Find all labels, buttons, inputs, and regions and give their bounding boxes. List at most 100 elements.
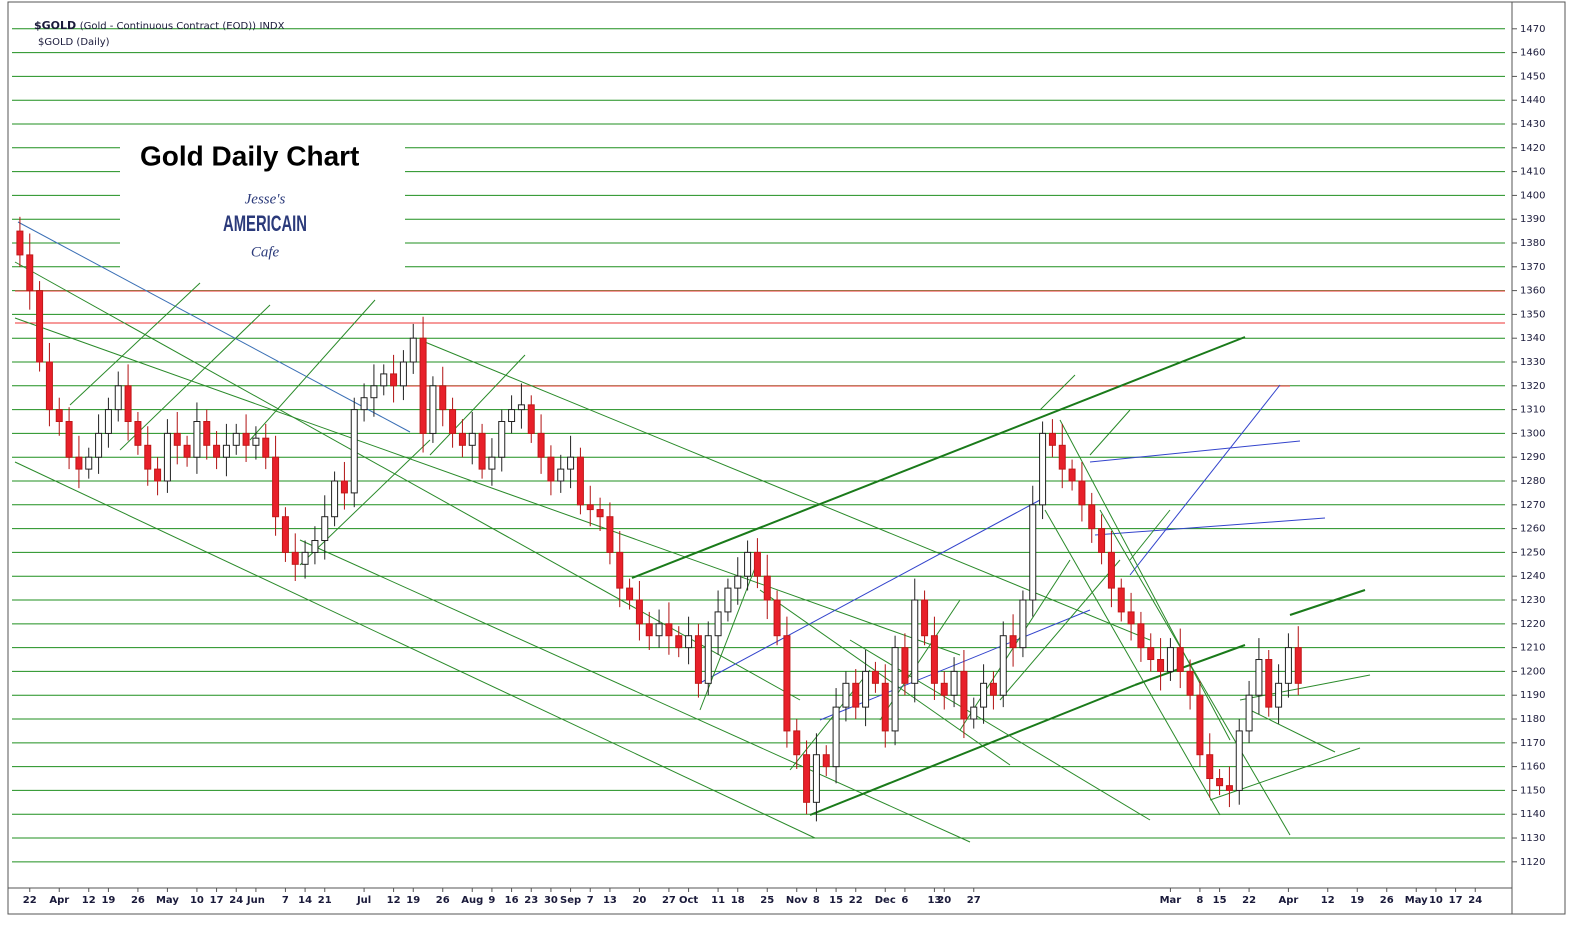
x-tick-label: 17	[1449, 895, 1463, 906]
x-tick-label: 26	[1380, 895, 1394, 906]
candle-body	[1166, 647, 1174, 672]
candle-body	[763, 575, 771, 601]
candle-body	[527, 404, 535, 434]
candle-body	[911, 599, 919, 684]
candle-body	[1196, 694, 1204, 756]
candle-body	[557, 468, 565, 482]
candle-body	[783, 635, 791, 732]
candle-body	[458, 432, 466, 446]
candle-body	[301, 551, 309, 565]
candle-body	[419, 337, 427, 434]
y-tick-label: 1180	[1520, 714, 1545, 725]
y-tick-label: 1130	[1520, 833, 1545, 844]
y-tick-label: 1280	[1520, 476, 1545, 487]
candle-body	[626, 587, 634, 601]
candle-body	[222, 444, 230, 458]
candle-body	[478, 432, 486, 470]
candle-body	[1088, 504, 1096, 530]
candle-body	[852, 682, 860, 708]
x-tick-label: 27	[662, 895, 676, 906]
candle-body	[360, 397, 368, 411]
x-tick-label: Apr	[1278, 895, 1298, 906]
x-tick-label: 8	[813, 895, 820, 906]
candle-body	[1186, 670, 1194, 696]
candle-body	[242, 432, 250, 446]
candle-body	[65, 421, 73, 458]
candle-body	[449, 409, 457, 434]
candle-body	[891, 647, 899, 732]
candle-body	[694, 635, 702, 684]
y-tick-label: 1410	[1520, 167, 1545, 178]
candle-body	[832, 706, 840, 768]
candle-body	[1098, 528, 1106, 553]
candle-body	[517, 404, 525, 411]
x-tick-label: 8	[1196, 895, 1203, 906]
candle-body	[1157, 659, 1165, 672]
candle-body	[989, 682, 997, 696]
candle-body	[1265, 659, 1273, 708]
candle-body	[429, 385, 437, 434]
candle-body	[114, 385, 122, 411]
x-tick-label: 26	[131, 895, 145, 906]
candle-body	[1127, 611, 1135, 625]
y-tick-label: 1240	[1520, 571, 1545, 582]
x-tick-label: 27	[967, 895, 981, 906]
x-tick-label: May	[156, 895, 179, 906]
x-tick-label: Sep	[560, 895, 581, 906]
y-tick-label: 1320	[1520, 381, 1545, 392]
candle-body	[1255, 659, 1263, 696]
y-tick-label: 1360	[1520, 286, 1545, 297]
candle-body	[281, 516, 289, 553]
y-tick-label: 1150	[1520, 785, 1545, 796]
candle-body	[1206, 754, 1214, 780]
x-tick-label: 30	[544, 895, 558, 906]
x-tick-label: 12	[387, 895, 401, 906]
candle-body	[350, 409, 358, 494]
y-tick-label: 1120	[1520, 857, 1545, 868]
x-tick-label: 11	[711, 895, 725, 906]
candle-body	[1147, 647, 1155, 661]
candle-body	[881, 682, 889, 732]
y-tick-label: 1210	[1520, 643, 1545, 654]
candle-body	[55, 409, 63, 423]
candle-body	[704, 635, 712, 684]
candle-body	[104, 409, 112, 434]
candle-body	[203, 421, 211, 446]
x-tick-label: 20	[632, 895, 646, 906]
candle-body	[960, 670, 968, 720]
axes: 1120113011401150116011701180119012001210…	[23, 24, 1546, 906]
exchange: INDX	[260, 21, 285, 32]
candle-body	[822, 754, 830, 768]
y-tick-label: 1300	[1520, 428, 1545, 439]
x-tick-label: Aug	[461, 895, 483, 906]
candle-body	[36, 290, 44, 363]
x-tick-label: 12	[1321, 895, 1335, 906]
y-tick-label: 1140	[1520, 809, 1545, 820]
x-tick-label: 24	[229, 895, 243, 906]
candle-body	[665, 623, 673, 637]
candle-body	[980, 682, 988, 708]
candle-body	[1068, 468, 1076, 482]
y-tick-label: 1370	[1520, 262, 1545, 273]
x-tick-label: 19	[406, 895, 420, 906]
x-tick-label: 20	[937, 895, 951, 906]
candle-body	[567, 456, 575, 470]
grid	[12, 28, 1505, 863]
candle-body	[291, 551, 299, 565]
candle-body	[163, 432, 171, 482]
y-tick-label: 1430	[1520, 119, 1545, 130]
candle-body	[144, 444, 152, 470]
candle-body	[970, 706, 978, 720]
x-tick-label: 26	[436, 895, 450, 906]
candle-body	[1294, 647, 1302, 684]
candle-body	[16, 230, 24, 256]
candle-body	[1009, 635, 1017, 649]
candle-body	[232, 432, 240, 446]
x-tick-label: 25	[760, 895, 774, 906]
candle-body	[999, 635, 1007, 696]
candle-body	[547, 456, 555, 482]
candle-body	[173, 432, 181, 446]
candle-body	[773, 599, 781, 637]
candle-body	[213, 444, 221, 458]
y-tick-label: 1310	[1520, 405, 1545, 416]
